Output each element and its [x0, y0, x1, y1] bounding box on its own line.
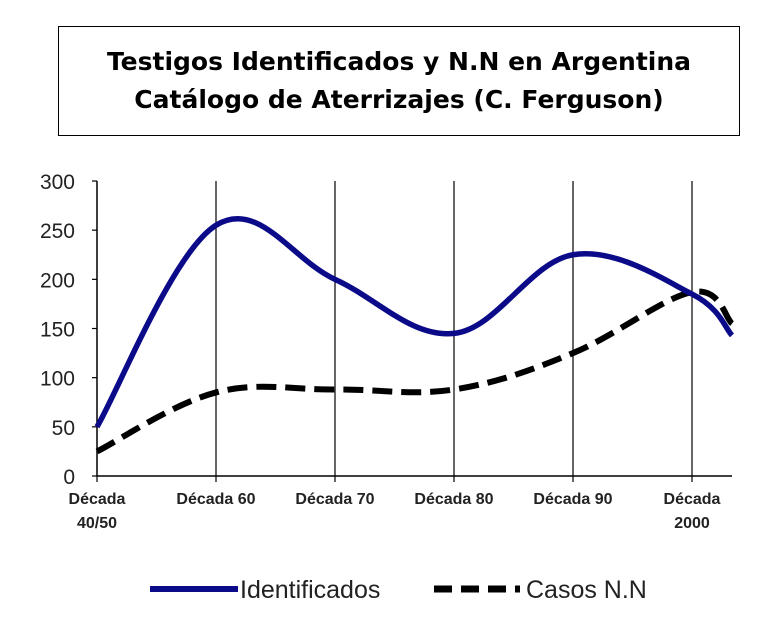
series-line-casos-n-n — [95, 288, 735, 455]
y-tick-label: 300 — [40, 171, 75, 194]
x-tick-label: Década 70 — [295, 491, 374, 508]
y-tick-label: 200 — [40, 269, 75, 292]
x-tick-label: Década 80 — [414, 491, 493, 508]
legend-label-identificados: Identificados — [240, 576, 380, 604]
chart-title-box: Testigos Identificados y N.N en Argentin… — [58, 26, 740, 136]
y-tick-label: 250 — [40, 220, 75, 243]
y-tick-label: 50 — [52, 417, 75, 440]
x-tick-label: Década 60 — [176, 491, 255, 508]
x-tick-label: Década 2000 — [664, 491, 721, 532]
series-line-identificados — [94, 216, 735, 429]
y-tick-label: 150 — [40, 319, 75, 342]
legend-label-casos-nn: Casos N.N — [526, 576, 647, 604]
y-tick-label: 100 — [40, 368, 75, 391]
x-tick-label: Década 90 — [533, 491, 612, 508]
x-tick-label: Década 40/50 — [69, 491, 126, 532]
chart-title-line-1: Testigos Identificados y N.N en Argentin… — [106, 47, 692, 76]
chart-title-line-2: Catálogo de Aterrizajes (C. Ferguson) — [134, 85, 664, 114]
y-tick-label: 0 — [63, 466, 75, 489]
